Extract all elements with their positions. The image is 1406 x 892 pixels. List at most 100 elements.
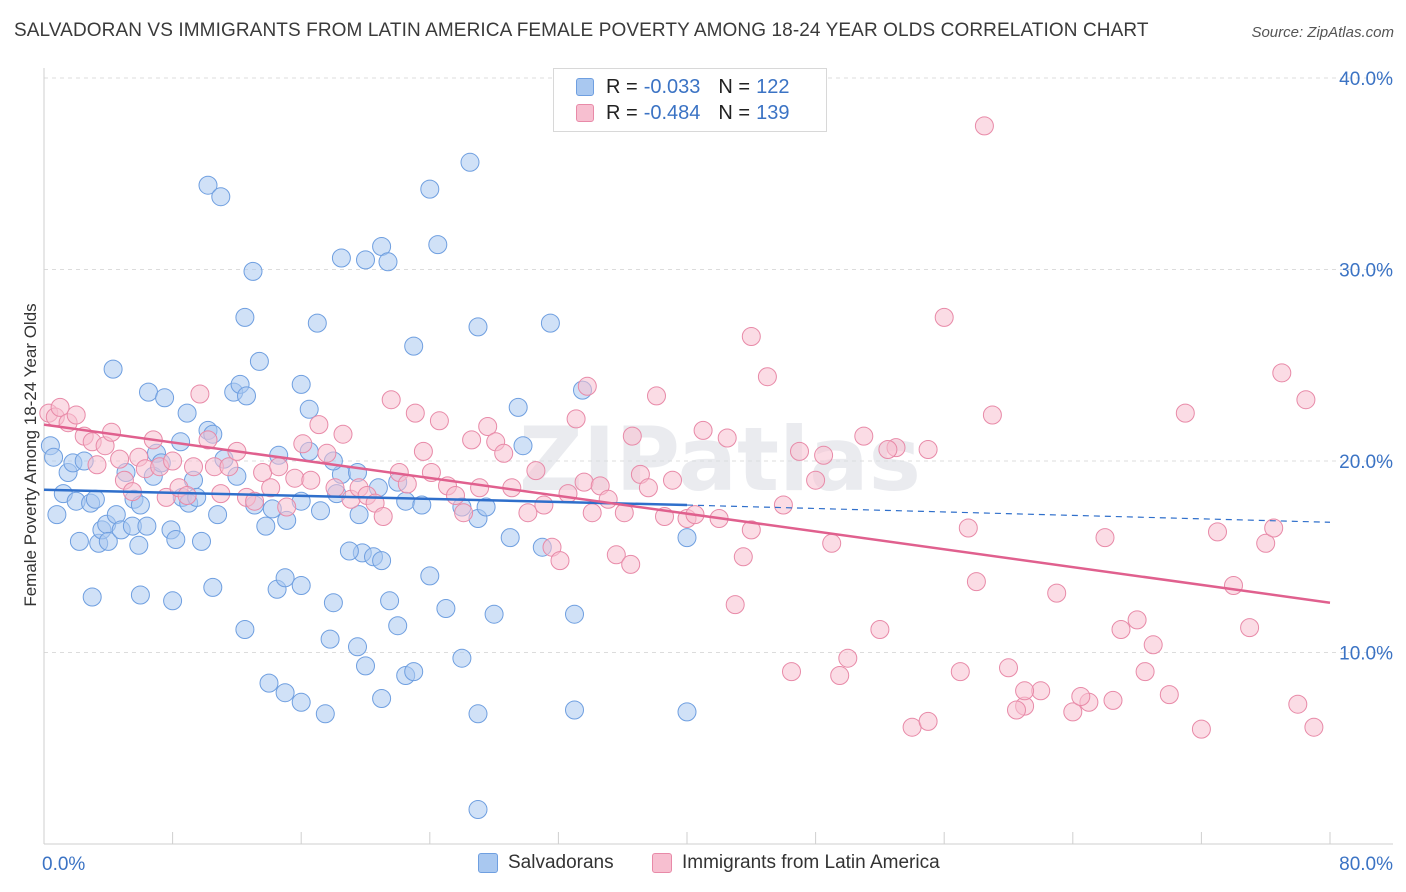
y-tick-label: 40.0%: [1339, 69, 1393, 90]
point-immigrants: [918, 440, 938, 459]
point-salvadorans: [211, 187, 231, 207]
y-tick-label: 20.0%: [1339, 452, 1393, 473]
point-immigrants: [454, 503, 474, 523]
point-salvadorans: [177, 403, 197, 423]
bottom-legend-swatch-immigrants: [652, 853, 672, 873]
grid-lines: [44, 77, 1393, 653]
point-immigrants: [177, 486, 197, 505]
point-immigrants: [725, 595, 745, 615]
trend-lines: [43, 423, 1331, 604]
point-immigrants: [1272, 363, 1292, 383]
correlation-legend: R = -0.033 N = 122 R = -0.484 N = 139: [553, 68, 827, 132]
point-salvadorans: [378, 252, 398, 272]
point-immigrants: [1143, 635, 1163, 655]
legend-n-label: N =: [718, 101, 751, 124]
point-immigrants: [317, 443, 337, 463]
point-immigrants: [190, 384, 210, 404]
point-immigrants: [1111, 620, 1131, 639]
point-immigrants: [622, 426, 642, 446]
y-tick-label: 30.0%: [1339, 261, 1393, 282]
point-immigrants: [838, 648, 858, 668]
point-salvadorans: [323, 593, 343, 613]
legend-r-value: -0.033: [643, 75, 701, 98]
point-salvadorans: [315, 704, 335, 724]
point-immigrants: [878, 440, 898, 459]
point-salvadorans: [192, 531, 211, 551]
watermark: ZIPatlas: [519, 408, 921, 511]
point-salvadorans: [468, 704, 488, 724]
point-salvadorans: [388, 616, 408, 636]
point-salvadorans: [291, 374, 311, 394]
point-salvadorans: [235, 620, 255, 639]
point-salvadorans: [198, 175, 218, 195]
y-tick-label: 10.0%: [1339, 644, 1393, 665]
legend-n-value: 122: [756, 75, 790, 98]
point-immigrants: [717, 428, 737, 448]
point-immigrants: [1288, 694, 1308, 714]
point-salvadorans: [460, 152, 480, 172]
data-points: [39, 116, 1324, 819]
point-salvadorans: [69, 531, 89, 551]
point-salvadorans: [500, 528, 520, 548]
point-immigrants: [1015, 681, 1035, 701]
legend-n-value: 139: [756, 101, 790, 124]
point-salvadorans: [259, 673, 279, 693]
legend-swatch-salvadorans: [576, 78, 594, 96]
bottom-legend-label-immigrants: Immigrants from Latin America: [682, 852, 940, 873]
point-salvadorans: [44, 447, 64, 467]
point-salvadorans: [468, 800, 488, 819]
point-immigrants: [1304, 717, 1324, 737]
point-salvadorans: [420, 179, 440, 199]
point-immigrants: [757, 367, 777, 387]
point-salvadorans: [129, 535, 149, 555]
point-immigrants: [325, 478, 345, 498]
point-salvadorans: [428, 235, 448, 255]
point-salvadorans: [291, 576, 311, 595]
point-immigrants: [693, 420, 713, 440]
tick-labels: 10.0% 20.0% 30.0% 40.0% 0.0% 80.0%: [42, 69, 1393, 875]
point-immigrants: [219, 457, 239, 477]
point-salvadorans: [540, 313, 560, 333]
point-salvadorans: [356, 656, 375, 676]
point-immigrants: [373, 507, 393, 526]
point-immigrants: [918, 711, 938, 731]
point-salvadorans: [103, 359, 123, 379]
point-salvadorans: [256, 516, 276, 536]
point-immigrants: [163, 451, 183, 471]
point-immigrants: [966, 572, 986, 592]
legend-r-value: -0.484: [643, 101, 701, 124]
point-immigrants: [285, 468, 305, 488]
point-salvadorans: [331, 248, 351, 268]
point-immigrants: [518, 503, 538, 523]
point-salvadorans: [339, 541, 359, 561]
point-salvadorans: [677, 702, 697, 722]
point-immigrants: [638, 478, 658, 498]
point-salvadorans: [349, 505, 369, 525]
point-salvadorans: [130, 585, 150, 605]
point-immigrants: [741, 520, 761, 540]
point-salvadorans: [163, 591, 183, 611]
point-salvadorans: [476, 497, 496, 517]
point-immigrants: [1191, 719, 1211, 739]
point-immigrants: [534, 495, 554, 515]
point-salvadorans: [235, 307, 255, 327]
point-immigrants: [50, 397, 70, 417]
point-immigrants: [1007, 700, 1026, 720]
point-salvadorans: [372, 551, 392, 571]
x-tick-label: 0.0%: [42, 854, 85, 875]
point-immigrants: [1095, 528, 1115, 548]
trend-line-salvadorans-extrapolated: [686, 504, 1331, 523]
point-salvadorans: [436, 599, 456, 618]
point-immigrants: [1047, 583, 1067, 603]
bottom-legend-salvadorans: Salvadorans: [478, 852, 614, 874]
point-immigrants: [598, 489, 618, 509]
point-immigrants: [478, 417, 498, 436]
point-immigrants: [1175, 403, 1195, 423]
point-immigrants: [66, 405, 86, 425]
point-immigrants: [261, 478, 281, 498]
point-immigrants: [462, 430, 482, 450]
point-salvadorans: [513, 436, 533, 456]
point-salvadorans: [249, 351, 269, 371]
point-salvadorans: [311, 501, 330, 521]
